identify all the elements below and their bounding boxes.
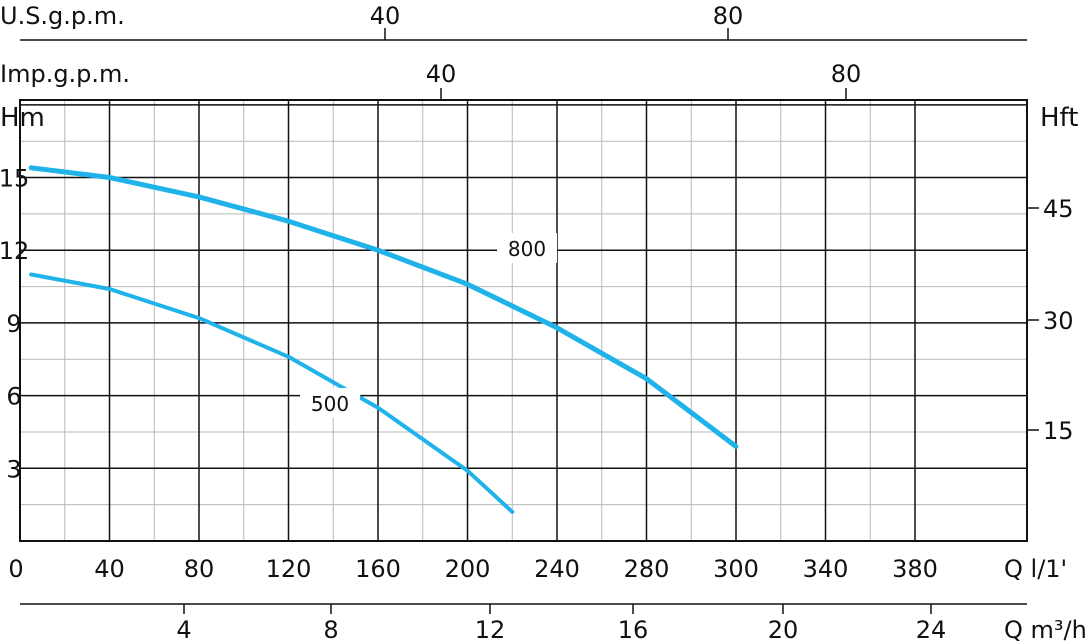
curve-label-bg	[300, 388, 360, 418]
curve-label-800: 800	[508, 237, 546, 261]
plot-frame	[19, 99, 1028, 542]
curve-label-500: 500	[311, 392, 349, 416]
top-usgpm-tick-label: 80	[713, 2, 744, 30]
curve-label-bg	[497, 233, 557, 263]
top-impgpm-tick-label: 40	[426, 60, 457, 88]
left-tick-label: 12	[0, 237, 29, 265]
curve-500	[29, 272, 515, 514]
bottom-lpm-tick-label: 120	[266, 555, 312, 583]
bottom-m3h-tick-label: 24	[916, 616, 947, 641]
top-usgpm-axis-label: U.S.g.p.m.	[0, 2, 125, 30]
top-usgpm-tick-label: 40	[370, 2, 401, 30]
curves	[28, 165, 739, 514]
top-impgpm-axis-label: Imp.g.p.m.	[0, 60, 130, 88]
bottom-m3h-tick-label: 16	[618, 616, 649, 641]
right-tick-label: 45	[1043, 195, 1074, 223]
bottom-m3h-tick-label: 12	[475, 616, 506, 641]
left-tick-label: 3	[6, 455, 21, 483]
bottom-lpm-tick-label: 280	[624, 555, 670, 583]
bottom-lpm-tick-label: 380	[892, 555, 938, 583]
top-impgpm-tick-label: 80	[831, 60, 862, 88]
bottom-lpm-axis-label: Q l/1'	[1004, 555, 1067, 583]
bottom-lpm-tick-label: 340	[803, 555, 849, 583]
bottom-lpm-tick-label: 200	[445, 555, 491, 583]
right-axis-label: Hft	[1040, 103, 1078, 133]
right-tick-label: 30	[1043, 307, 1074, 335]
bottom-lpm-tick-label: 80	[184, 555, 215, 583]
bottom-m3h-tick-label: 20	[768, 616, 799, 641]
left-tick-label: 6	[6, 383, 21, 411]
bottom-m3h-tick-label: 4	[176, 616, 191, 641]
bottom-lpm-tick-label: 240	[534, 555, 580, 583]
bottom-lpm-tick-label: 40	[94, 555, 125, 583]
bottom-lpm-tick-label: 300	[713, 555, 759, 583]
curve-800	[28, 165, 739, 449]
left-tick-label: 9	[6, 310, 21, 338]
bottom-m3h-tick-label: 8	[323, 616, 338, 641]
right-tick-label: 15	[1043, 417, 1074, 445]
bottom-origin-label: 0	[8, 555, 23, 583]
left-tick-label: 15	[0, 165, 29, 193]
bottom-lpm-tick-label: 160	[355, 555, 401, 583]
grid	[20, 100, 1027, 541]
left-axis-label: Hm	[0, 103, 45, 133]
bottom-m3h-axis-label: Q m³/h	[1004, 616, 1087, 641]
